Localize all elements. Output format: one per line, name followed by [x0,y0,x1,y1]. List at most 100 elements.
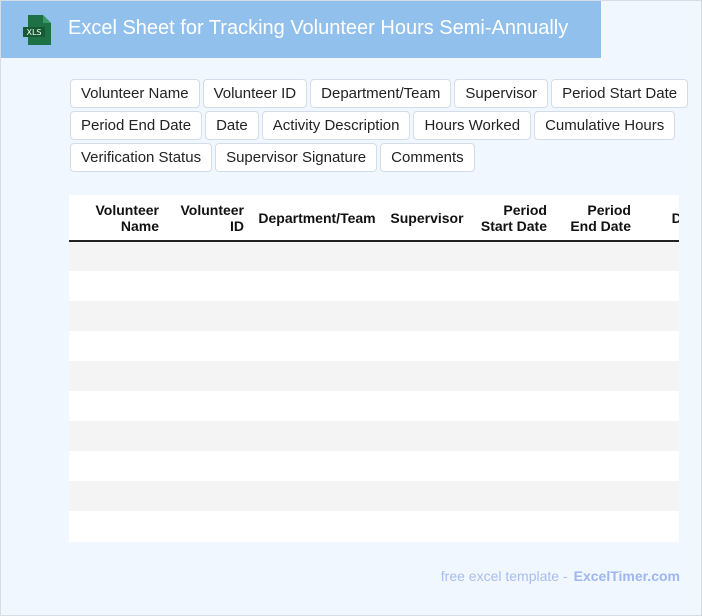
table-cell[interactable] [69,451,166,481]
table-cell[interactable] [638,331,679,361]
field-tag[interactable]: Period Start Date [551,79,689,108]
footer-prefix: free excel template - [440,568,568,584]
table-cell[interactable] [383,481,471,511]
table-header-row: Volunteer Name Volunteer ID Department/Tea… [69,195,679,242]
table-cell[interactable] [383,331,471,361]
table-cell[interactable] [471,481,554,511]
table-cell[interactable] [251,421,383,451]
table-cell[interactable] [471,511,554,541]
table-cell[interactable] [554,361,638,391]
table-cell[interactable] [383,361,471,391]
table-cell[interactable] [69,511,166,541]
field-tag[interactable]: Comments [380,143,475,172]
table-cell[interactable] [638,391,679,421]
field-tag[interactable]: Department/Team [310,79,452,108]
table-row [69,361,679,391]
field-tag[interactable]: Hours Worked [413,111,532,140]
table-cell[interactable] [554,241,638,271]
footer-brand-link[interactable]: ExcelTimer.com [573,568,680,584]
table-cell[interactable] [383,241,471,271]
table-cell[interactable] [471,301,554,331]
table-cell[interactable] [554,331,638,361]
table-cell[interactable] [69,241,166,271]
table-row [69,511,679,541]
field-tag[interactable]: Cumulative Hours [534,111,676,140]
table-cell[interactable] [251,301,383,331]
table-cell[interactable] [383,451,471,481]
table-cell[interactable] [638,451,679,481]
table-cell[interactable] [166,301,251,331]
column-header: Period End Date [554,195,638,242]
field-tag[interactable]: Activity Description [261,111,411,140]
table-cell[interactable] [471,241,554,271]
table-cell[interactable] [471,391,554,421]
table-cell[interactable] [471,451,554,481]
table-cell[interactable] [554,511,638,541]
table-cell[interactable] [69,331,166,361]
table-cell[interactable] [69,421,166,451]
table-cell[interactable] [383,391,471,421]
table-cell[interactable] [69,391,166,421]
table-cell[interactable] [471,361,554,391]
table-cell[interactable] [383,421,471,451]
xls-file-icon: XLS [23,15,51,45]
table-cell[interactable] [166,331,251,361]
field-tag[interactable]: Supervisor [454,79,549,108]
table-row [69,331,679,361]
table-cell[interactable] [638,241,679,271]
table-cell[interactable] [69,301,166,331]
table-cell[interactable] [251,271,383,301]
table-cell[interactable] [638,301,679,331]
field-tag[interactable]: Verification Status [70,143,213,172]
table-cell[interactable] [166,391,251,421]
page-title: Excel Sheet for Tracking Volunteer Hours… [68,17,569,39]
table-cell[interactable] [638,421,679,451]
column-header: Date [638,195,679,242]
field-tag[interactable]: Volunteer Name [70,79,200,108]
table-cell[interactable] [166,451,251,481]
column-header: Volunteer Name [69,195,166,242]
table-cell[interactable] [471,271,554,301]
table-cell[interactable] [554,391,638,421]
field-tag[interactable]: Volunteer ID [202,79,308,108]
table-cell[interactable] [251,331,383,361]
table-cell[interactable] [554,271,638,301]
table-cell[interactable] [554,451,638,481]
table-row [69,391,679,421]
table-cell[interactable] [69,271,166,301]
table-cell[interactable] [251,511,383,541]
table-cell[interactable] [166,421,251,451]
table-cell[interactable] [471,331,554,361]
table-cell[interactable] [383,301,471,331]
table-cell[interactable] [638,361,679,391]
table-cell[interactable] [251,391,383,421]
footer-credit: free excel template - ExcelTimer.com [441,568,680,584]
field-tag[interactable]: Supervisor Signature [215,143,378,172]
table-cell[interactable] [251,361,383,391]
table-row [69,451,679,481]
table-cell[interactable] [383,511,471,541]
table-cell[interactable] [638,271,679,301]
table-cell[interactable] [251,451,383,481]
table-cell[interactable] [638,481,679,511]
table-row [69,421,679,451]
table-cell[interactable] [554,301,638,331]
field-tag[interactable]: Period End Date [70,111,203,140]
table-cell[interactable] [166,361,251,391]
table-cell[interactable] [69,481,166,511]
table-cell[interactable] [251,241,383,271]
table-row [69,481,679,511]
table-cell[interactable] [383,271,471,301]
table-cell[interactable] [471,421,554,451]
table-cell[interactable] [166,511,251,541]
table-cell[interactable] [554,421,638,451]
data-table: Volunteer Name Volunteer ID Department/Tea… [69,195,679,542]
table-cell[interactable] [554,481,638,511]
table-cell[interactable] [166,271,251,301]
table-cell[interactable] [69,361,166,391]
table-cell[interactable] [638,511,679,541]
table-cell[interactable] [166,481,251,511]
table-cell[interactable] [251,481,383,511]
field-tag[interactable]: Date [205,111,259,140]
table-cell[interactable] [166,241,251,271]
